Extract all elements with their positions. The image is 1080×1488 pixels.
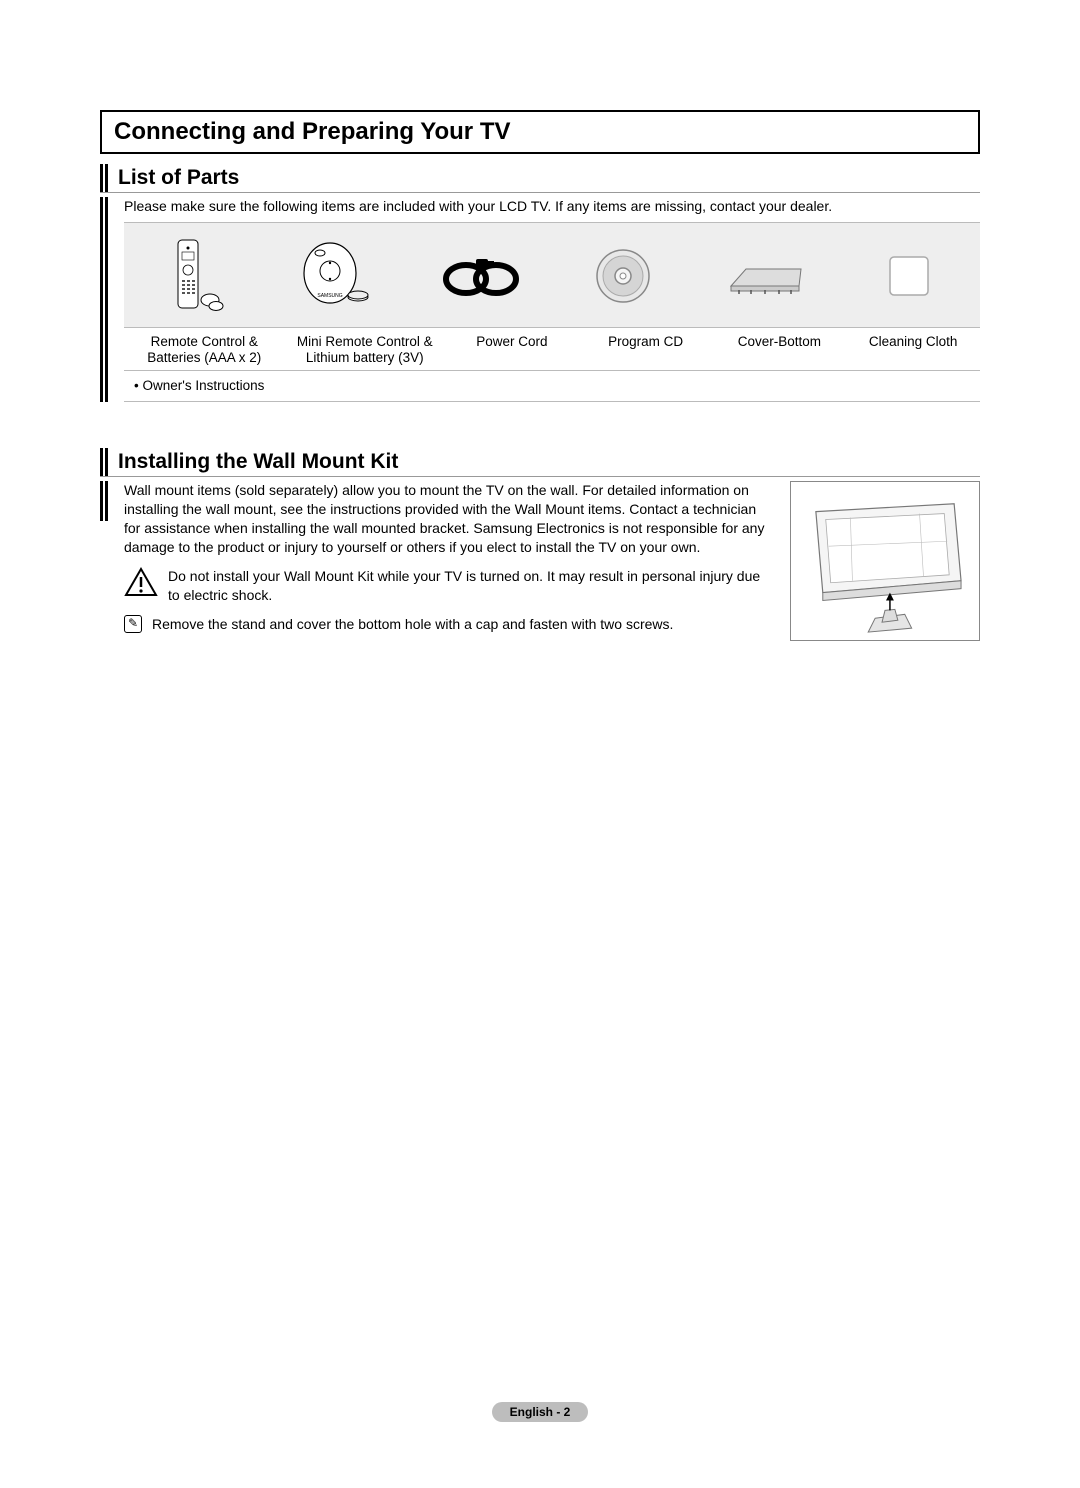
parts-grid: SAMSUNG bbox=[124, 222, 980, 328]
svg-text:SAMSUNG: SAMSUNG bbox=[317, 293, 342, 299]
remote-control-icon bbox=[160, 236, 230, 316]
header-bars-icon bbox=[100, 448, 110, 476]
part-label: Program CD bbox=[579, 334, 713, 366]
note-text: Remove the stand and cover the bottom ho… bbox=[152, 615, 673, 634]
part-label: Mini Remote Control & Lithium battery (3… bbox=[285, 334, 446, 366]
parts-labels-row: Remote Control & Batteries (AAA x 2) Min… bbox=[124, 328, 980, 371]
body-bars-icon bbox=[100, 197, 110, 402]
wall-body-row: Wall mount items (sold separately) allow… bbox=[100, 481, 980, 641]
parts-body-content: Please make sure the following items are… bbox=[124, 197, 980, 402]
section-header-parts: List of Parts bbox=[100, 164, 980, 193]
part-label: Power Cord bbox=[445, 334, 579, 366]
section-header-wall: Installing the Wall Mount Kit bbox=[100, 448, 980, 477]
cd-icon bbox=[593, 246, 653, 306]
main-title-box: Connecting and Preparing Your TV bbox=[100, 110, 980, 154]
parts-intro: Please make sure the following items are… bbox=[124, 197, 980, 216]
note-row: ✎ Remove the stand and cover the bottom … bbox=[124, 615, 770, 634]
main-title: Connecting and Preparing Your TV bbox=[114, 118, 966, 146]
page-footer: English - 2 bbox=[0, 1402, 1080, 1422]
wall-paragraph: Wall mount items (sold separately) allow… bbox=[124, 481, 770, 557]
section-title-parts: List of Parts bbox=[118, 164, 239, 192]
part-label: Cleaning Cloth bbox=[846, 334, 980, 366]
cover-bottom-icon bbox=[721, 251, 811, 301]
parts-body-row: Please make sure the following items are… bbox=[100, 197, 980, 402]
section-title-wall: Installing the Wall Mount Kit bbox=[118, 448, 398, 476]
wall-wrap: Wall mount items (sold separately) allow… bbox=[124, 481, 980, 641]
body-bars-icon bbox=[100, 481, 110, 521]
wall-mount-figure bbox=[790, 481, 980, 641]
owners-instructions-row: • Owner's Instructions bbox=[124, 371, 980, 402]
wall-text-col: Wall mount items (sold separately) allow… bbox=[124, 481, 770, 633]
wall-body-content: Wall mount items (sold separately) allow… bbox=[124, 481, 980, 641]
footer-page-label: English - 2 bbox=[492, 1402, 589, 1422]
warning-row: Do not install your Wall Mount Kit while… bbox=[124, 567, 770, 605]
part-cover-bottom bbox=[699, 231, 834, 321]
power-cord-icon bbox=[436, 251, 526, 301]
part-cleaning-cloth bbox=[841, 231, 976, 321]
part-mini-remote: SAMSUNG bbox=[271, 231, 406, 321]
mini-remote-icon: SAMSUNG bbox=[298, 241, 378, 311]
cleaning-cloth-icon bbox=[884, 251, 934, 301]
part-remote-control bbox=[128, 231, 263, 321]
warning-triangle-icon bbox=[124, 567, 158, 597]
warning-text: Do not install your Wall Mount Kit while… bbox=[168, 567, 770, 605]
owners-instructions-text: Owner's Instructions bbox=[142, 378, 264, 393]
header-bars-icon bbox=[100, 164, 110, 192]
part-label: Cover-Bottom bbox=[713, 334, 847, 366]
part-program-cd bbox=[556, 231, 691, 321]
part-power-cord bbox=[413, 231, 548, 321]
note-box-icon: ✎ bbox=[124, 615, 142, 633]
page-content: Connecting and Preparing Your TV List of… bbox=[0, 0, 1080, 701]
part-label: Remote Control & Batteries (AAA x 2) bbox=[124, 334, 285, 366]
